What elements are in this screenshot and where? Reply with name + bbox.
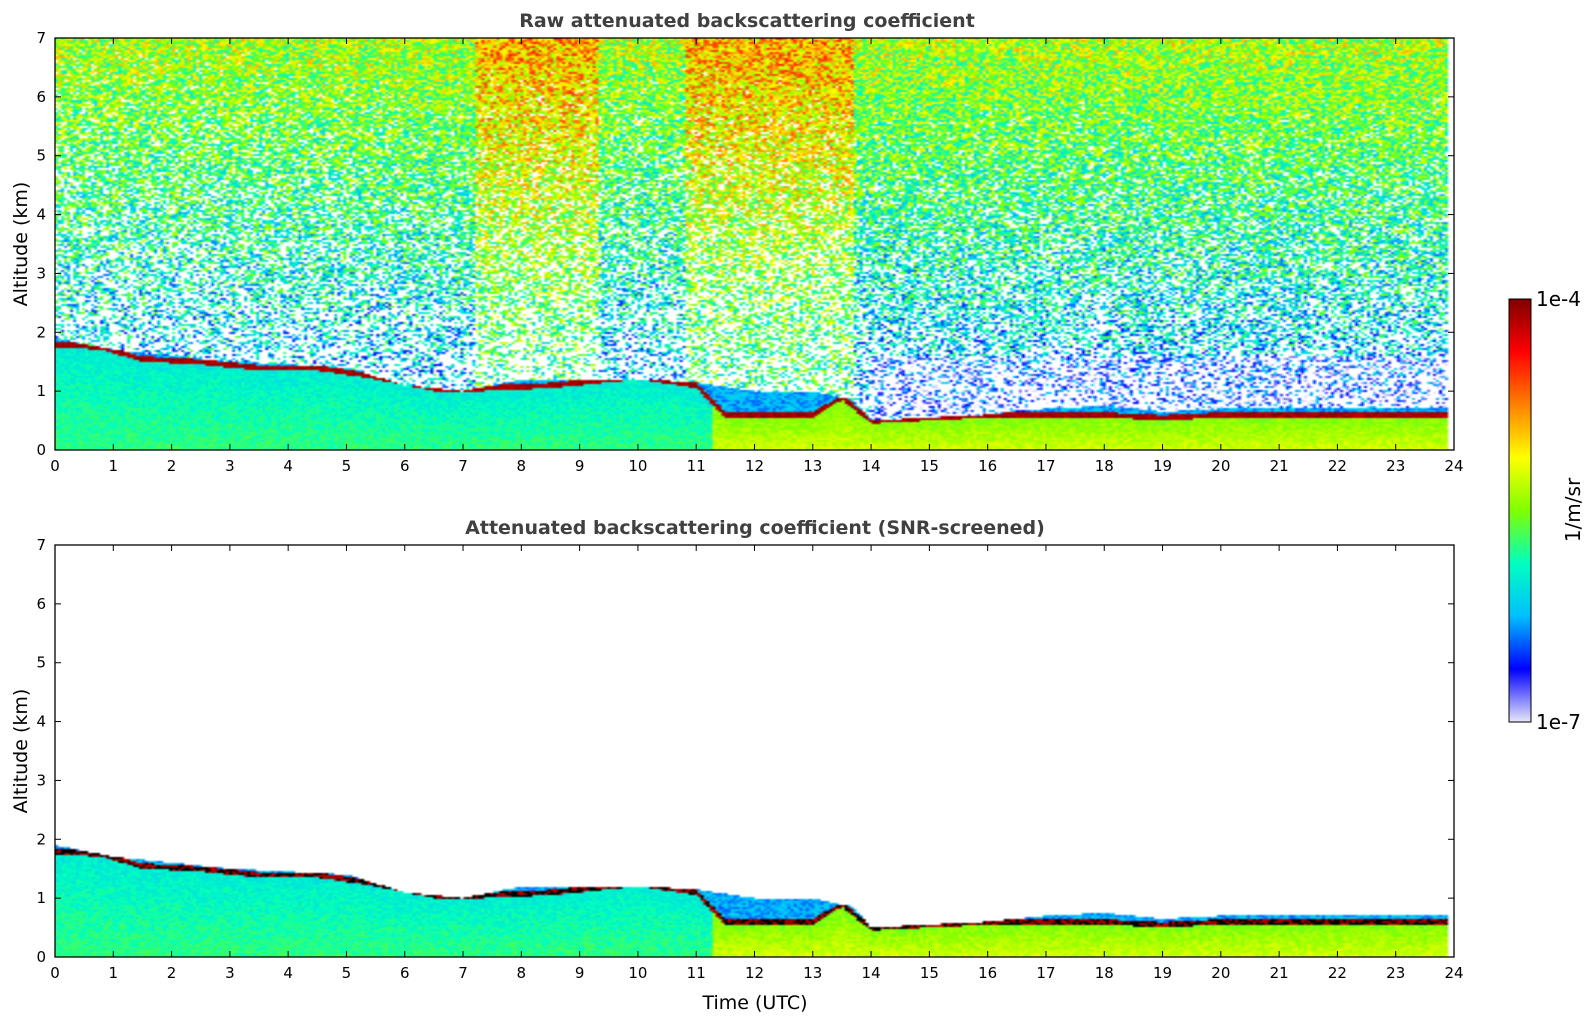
y-tick-label: 0 <box>36 441 46 459</box>
heatmap-raw <box>55 38 1454 450</box>
panel-raw-ticks: 0 1 2 3 4 5 6 7 8 9 10 11 12 13 14 15 16 17 18 19 20 21 22 23 24… <box>36 29 1463 475</box>
x-tick-label: 7 <box>458 457 468 475</box>
panel-screened-ylabel: Altitude (km) <box>10 689 32 814</box>
x-tick-label: 15 <box>920 457 939 475</box>
x-tick-label: 17 <box>1036 457 1055 475</box>
x-tick-label: 14 <box>862 457 881 475</box>
panel-screened-title: Attenuated backscattering coefficient (S… <box>465 517 1045 539</box>
x-tick-label: 22 <box>1328 457 1347 475</box>
panel-screened-plot <box>55 545 1454 957</box>
x-tick-label: 21 <box>1270 457 1289 475</box>
x-tick-label: 13 <box>803 457 822 475</box>
x-tick-label: 6 <box>400 964 410 982</box>
y-tick-label: 4 <box>36 713 46 731</box>
x-tick-label: 22 <box>1328 964 1347 982</box>
x-tick-label: 1 <box>109 457 119 475</box>
y-tick-label: 2 <box>36 323 46 341</box>
x-tick-label: 20 <box>1211 457 1230 475</box>
y-tick-label: 3 <box>36 771 46 789</box>
x-tick-label: 5 <box>342 457 352 475</box>
x-tick-label: 8 <box>517 964 527 982</box>
y-tick-label: 1 <box>36 889 46 907</box>
x-tick-label: 23 <box>1386 457 1405 475</box>
panel-raw-title: Raw attenuated backscattering coefficien… <box>519 10 975 32</box>
y-tick-label: 5 <box>36 654 46 672</box>
panel-raw: Raw attenuated backscattering coefficien… <box>10 10 1464 475</box>
x-tick-label: 7 <box>458 964 468 982</box>
colorbar: 1e-4 1e-7 1/m/sr <box>1508 287 1585 734</box>
panel-screened-ticks: 0 1 2 3 4 5 6 7 8 9 10 11 12 13 14 15 16 17 18 19 20 21 22 23 24… <box>36 536 1463 982</box>
x-tick-label: 10 <box>628 964 647 982</box>
x-tick-label: 1 <box>109 964 119 982</box>
x-tick-label: 24 <box>1444 964 1463 982</box>
x-tick-label: 17 <box>1036 964 1055 982</box>
y-tick-label: 0 <box>36 948 46 966</box>
x-tick-label: 12 <box>745 964 764 982</box>
x-tick-label: 24 <box>1444 457 1463 475</box>
y-tick-label: 1 <box>36 382 46 400</box>
x-tick-label: 2 <box>167 457 177 475</box>
x-tick-label: 10 <box>628 457 647 475</box>
x-tick-label: 14 <box>862 964 881 982</box>
x-tick-label: 19 <box>1153 457 1172 475</box>
x-tick-label: 5 <box>342 964 352 982</box>
x-tick-label: 6 <box>400 457 410 475</box>
x-tick-label: 18 <box>1095 457 1114 475</box>
y-tick-label: 7 <box>36 29 46 47</box>
x-tick-label: 18 <box>1095 964 1114 982</box>
y-tick-label: 4 <box>36 206 46 224</box>
y-tick-label: 7 <box>36 536 46 554</box>
x-tick-label: 15 <box>920 964 939 982</box>
x-tick-label: 9 <box>575 964 585 982</box>
x-tick-label: 2 <box>167 964 177 982</box>
x-tick-label: 8 <box>517 457 527 475</box>
y-tick-label: 2 <box>36 830 46 848</box>
x-tick-label: 4 <box>283 964 293 982</box>
x-tick-label: 23 <box>1386 964 1405 982</box>
heatmap-screened <box>55 545 1454 957</box>
x-tick-label: 11 <box>687 964 706 982</box>
y-tick-label: 6 <box>36 88 46 106</box>
x-tick-label: 3 <box>225 964 235 982</box>
x-tick-label: 9 <box>575 457 585 475</box>
colorbar-min-label: 1e-7 <box>1536 710 1581 734</box>
y-tick-label: 6 <box>36 595 46 613</box>
x-tick-label: 19 <box>1153 964 1172 982</box>
x-tick-label: 21 <box>1270 964 1289 982</box>
x-tick-label: 3 <box>225 457 235 475</box>
x-tick-label: 0 <box>50 457 60 475</box>
x-tick-label: 16 <box>978 964 997 982</box>
colorbar-unit-label: 1/m/sr <box>1561 477 1585 542</box>
x-tick-label: 16 <box>978 457 997 475</box>
panel-raw-plot <box>55 38 1454 450</box>
x-tick-label: 12 <box>745 457 764 475</box>
colorbar-max-label: 1e-4 <box>1536 287 1581 311</box>
x-tick-label: 11 <box>687 457 706 475</box>
colorbar-bar <box>1508 298 1532 723</box>
x-tick-label: 20 <box>1211 964 1230 982</box>
panel-screened: Attenuated backscattering coefficient (S… <box>10 517 1464 1014</box>
panel-screened-xlabel: Time (UTC) <box>701 992 807 1014</box>
x-tick-label: 4 <box>283 457 293 475</box>
x-tick-label: 0 <box>50 964 60 982</box>
y-tick-label: 5 <box>36 147 46 165</box>
y-tick-label: 3 <box>36 264 46 282</box>
panel-raw-ylabel: Altitude (km) <box>10 182 32 307</box>
x-tick-label: 13 <box>803 964 822 982</box>
